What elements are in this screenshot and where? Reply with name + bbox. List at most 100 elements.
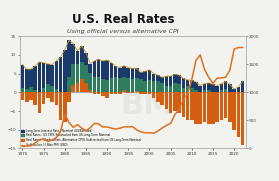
Bar [173, 74, 177, 92]
Bar [237, 92, 240, 137]
Bar [55, 61, 58, 92]
Bar [84, 65, 88, 92]
Legend: Long-Term Interest Rate - Nominal (US/Blended), Real Rates - US CPI% Subtracted : Long-Term Interest Rate - Nominal (US/Bl… [21, 128, 141, 147]
Bar [84, 83, 88, 92]
Bar [42, 63, 45, 92]
Bar [25, 92, 28, 102]
Bar [143, 71, 147, 92]
Bar [114, 77, 117, 92]
Bar [63, 92, 67, 94]
Bar [139, 92, 143, 94]
Bar [38, 92, 41, 113]
Text: Using official versus alternative CPI: Using official versus alternative CPI [67, 29, 179, 34]
Bar [33, 66, 37, 92]
Bar [21, 92, 24, 100]
Bar [101, 61, 105, 92]
Bar [203, 92, 206, 122]
Bar [228, 85, 232, 92]
Bar [63, 92, 67, 122]
Bar [114, 66, 117, 92]
Bar [80, 79, 83, 92]
Bar [71, 44, 75, 92]
Bar [105, 60, 109, 92]
Bar [186, 86, 189, 92]
Bar [55, 92, 58, 105]
Bar [131, 68, 134, 92]
Bar [194, 90, 198, 92]
Bar [67, 92, 71, 102]
Bar [135, 68, 139, 92]
Bar [152, 92, 155, 98]
Bar [38, 62, 41, 92]
Bar [122, 66, 126, 92]
Bar [84, 53, 88, 92]
Bar [211, 92, 215, 93]
Bar [241, 92, 244, 115]
Bar [186, 80, 189, 92]
Bar [203, 84, 206, 92]
Bar [126, 68, 130, 92]
Bar [203, 90, 206, 92]
Bar [148, 92, 151, 94]
Bar [76, 64, 79, 92]
Bar [156, 92, 160, 102]
Bar [177, 75, 181, 92]
Bar [59, 92, 62, 100]
Bar [224, 81, 227, 92]
Bar [29, 87, 33, 92]
Bar [42, 88, 45, 92]
Bar [135, 91, 139, 92]
Bar [182, 79, 185, 92]
Bar [71, 64, 75, 92]
Bar [139, 79, 143, 92]
Bar [105, 92, 109, 98]
Bar [194, 92, 198, 124]
Bar [160, 83, 164, 92]
Bar [207, 92, 210, 124]
Bar [59, 57, 62, 92]
Bar [173, 92, 177, 111]
Bar [42, 92, 45, 104]
Bar [114, 92, 117, 94]
Bar [177, 84, 181, 92]
Bar [165, 76, 168, 92]
Bar [110, 92, 113, 94]
Bar [88, 90, 92, 92]
Bar [110, 78, 113, 92]
Bar [93, 92, 96, 94]
Bar [220, 92, 223, 120]
Bar [126, 78, 130, 92]
Bar [224, 92, 227, 119]
Bar [139, 72, 143, 92]
Bar [198, 92, 202, 94]
Bar [182, 88, 185, 92]
Bar [190, 80, 194, 92]
Bar [156, 75, 160, 92]
Bar [160, 92, 164, 105]
Bar [50, 65, 54, 92]
Bar [169, 76, 172, 92]
Bar [143, 92, 147, 94]
Bar [93, 77, 96, 92]
Bar [71, 85, 75, 92]
Bar [152, 74, 155, 92]
Bar [148, 80, 151, 92]
Bar [160, 77, 164, 92]
Bar [29, 69, 33, 92]
Bar [232, 89, 236, 92]
Bar [93, 61, 96, 92]
Bar [80, 46, 83, 92]
Bar [126, 92, 130, 93]
Bar [131, 92, 134, 93]
Bar [46, 64, 50, 92]
Bar [215, 92, 219, 93]
Bar [198, 92, 202, 124]
Bar [207, 90, 210, 92]
Bar [59, 92, 62, 120]
Bar [122, 90, 126, 92]
Bar [228, 92, 232, 122]
Bar [80, 62, 83, 92]
Bar [67, 40, 71, 92]
Bar [232, 92, 236, 130]
Bar [143, 81, 147, 92]
